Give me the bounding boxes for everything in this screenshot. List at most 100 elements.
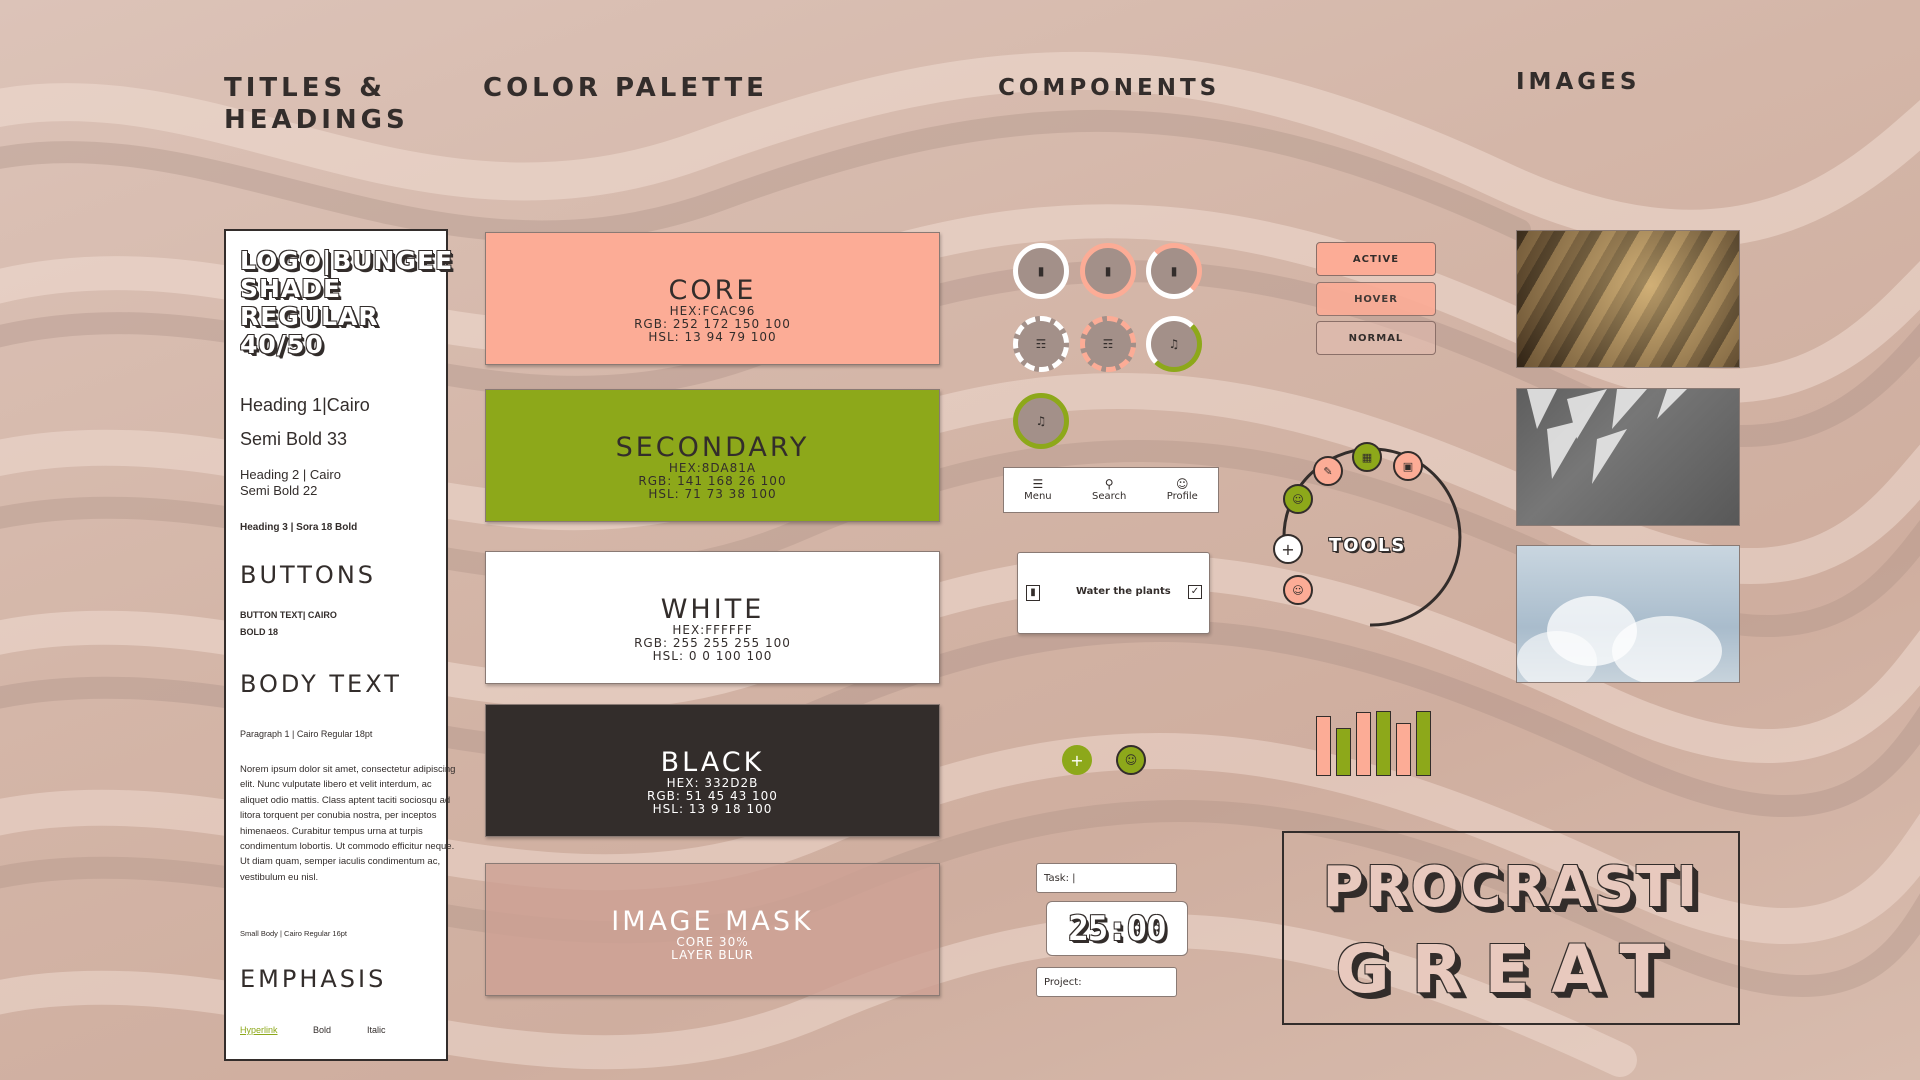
color-palette-title: COLOR PALETTE bbox=[483, 73, 768, 103]
swatch-rgb: RGB: 255 255 255 100 bbox=[634, 636, 791, 650]
button-text-sample: BUTTON TEXT| CAIRO bbox=[240, 610, 337, 620]
leaf-shadows bbox=[1527, 389, 1687, 484]
swatch-hex: HEX:8DA81A bbox=[668, 461, 757, 475]
todo-text: Water the plants bbox=[1076, 586, 1171, 597]
swatch-core: CORE HEX:FCAC96 RGB: 252 172 150 100 HSL… bbox=[485, 232, 940, 365]
typography-panel: LOGO|BUNGEE SHADE REGULAR 40/50 Heading … bbox=[224, 229, 455, 1061]
todo-card: ▮ Water the plants ✓ bbox=[1017, 552, 1210, 634]
swatch-hex: HEX: 332D2B bbox=[666, 776, 759, 790]
bookmark-icon[interactable]: ▮ bbox=[1026, 585, 1040, 601]
heading3-sample: Heading 3 | Sora 18 Bold bbox=[240, 522, 358, 533]
heading1-sample: Heading 1|Cairo bbox=[240, 395, 370, 415]
heading2-spec: Semi Bold 22 bbox=[240, 483, 318, 498]
book-icon: ☶ bbox=[1102, 337, 1114, 351]
smile-icon[interactable]: ☺ bbox=[1283, 484, 1313, 514]
bookmark-icon: ▮ bbox=[1037, 264, 1045, 278]
procrastigreat-logo-block: PROCRASTI GREAT bbox=[1282, 831, 1740, 1025]
paragraph-sample: Norem ipsum dolor sit amet, consectetur … bbox=[240, 764, 456, 883]
swatch-hex: HEX:FCAC96 bbox=[669, 304, 756, 318]
nav-label: Menu bbox=[1024, 491, 1052, 502]
calculator-icon[interactable]: ▦ bbox=[1352, 442, 1382, 472]
logo-line-1: PROCRASTI bbox=[1322, 855, 1700, 920]
nav-search[interactable]: ⚲ Search bbox=[1092, 477, 1127, 503]
golden-palm-image bbox=[1516, 230, 1740, 368]
book-ring-dashed-core[interactable]: ☶ bbox=[1080, 316, 1136, 372]
heading1-spec: Semi Bold 33 bbox=[240, 429, 348, 449]
mini-bar-graphic bbox=[1316, 710, 1436, 776]
logo-sample: LOGO|BUNGEE SHADE REGULAR 40/50 bbox=[240, 246, 454, 359]
mini-bar bbox=[1416, 711, 1431, 776]
bookmark-icon: ▮ bbox=[1104, 264, 1112, 278]
swatch-name: IMAGE MASK bbox=[611, 906, 814, 937]
normal-button[interactable]: NORMAL bbox=[1316, 321, 1436, 355]
swatch-name: SECONDARY bbox=[615, 432, 810, 463]
checkbox[interactable]: ✓ bbox=[1188, 585, 1202, 599]
emoji-fab[interactable]: ☺ bbox=[1116, 745, 1146, 775]
hyperlink-sample[interactable]: Hyperlink bbox=[240, 1025, 278, 1035]
book-icon: ☶ bbox=[1035, 337, 1047, 351]
bookmark-ring-core[interactable]: ▮ bbox=[1080, 243, 1136, 299]
image-icon[interactable]: ▣ bbox=[1393, 451, 1423, 481]
swatch-black: BLACK HEX: 332D2B RGB: 51 45 43 100 HSL:… bbox=[485, 704, 940, 837]
timer-display: 25:00 bbox=[1046, 901, 1188, 956]
timer-value: 25:00 bbox=[1068, 908, 1166, 949]
buttons-heading: BUTTONS bbox=[240, 561, 377, 589]
menu-icon: ☰ bbox=[1032, 477, 1044, 491]
button-text-spec: BOLD 18 bbox=[240, 627, 279, 637]
swatch-hsl: HSL: 0 0 100 100 bbox=[652, 649, 773, 663]
bell-icon: ♫ bbox=[1168, 337, 1180, 351]
smile-icon: ☺ bbox=[1124, 753, 1138, 767]
swatch-hex: HEX:FFFFFF bbox=[672, 623, 753, 637]
small-body-sample: Small Body | Cairo Regular 16pt bbox=[240, 929, 347, 938]
mini-bar bbox=[1316, 716, 1331, 776]
nav-profile[interactable]: ☺ Profile bbox=[1167, 477, 1198, 503]
face-icon[interactable]: ☺ bbox=[1283, 575, 1313, 605]
bookmark-ring-progress[interactable]: ▮ bbox=[1146, 243, 1202, 299]
mini-bar bbox=[1396, 723, 1411, 776]
swatch-rgb: RGB: 51 45 43 100 bbox=[647, 789, 778, 803]
tools-label: TOOLS bbox=[1329, 535, 1407, 556]
nav-label: Search bbox=[1092, 491, 1127, 502]
task-input[interactable]: Task: | bbox=[1036, 863, 1177, 893]
images-title: IMAGES bbox=[1516, 69, 1641, 95]
profile-icon: ☺ bbox=[1176, 477, 1189, 491]
components-title: COMPONENTS bbox=[998, 75, 1221, 101]
swatch-hsl: HSL: 71 73 38 100 bbox=[648, 487, 777, 501]
logo-line-2: GREAT bbox=[1335, 931, 1687, 1008]
bottom-nav-bar: ☰ Menu ⚲ Search ☺ Profile bbox=[1003, 467, 1219, 513]
swatch-name: CORE bbox=[668, 275, 757, 306]
add-fab[interactable]: + bbox=[1062, 745, 1092, 775]
shadow-leaves-image bbox=[1516, 388, 1740, 526]
swatch-rgb: RGB: 252 172 150 100 bbox=[634, 317, 791, 331]
titles-headings-title: TITLES & HEADINGS bbox=[224, 73, 409, 135]
mini-bar bbox=[1336, 728, 1351, 776]
swatch-hsl: HSL: 13 94 79 100 bbox=[648, 330, 777, 344]
heading2-sample: Heading 2 | Cairo bbox=[240, 467, 341, 482]
search-icon: ⚲ bbox=[1104, 477, 1114, 491]
add-icon: + bbox=[1070, 750, 1084, 770]
bell-ring-progress[interactable]: ♫ bbox=[1146, 316, 1202, 372]
swatch-rgb: LAYER BLUR bbox=[671, 948, 754, 962]
clouds-image bbox=[1516, 545, 1740, 683]
bookmark-icon: ▮ bbox=[1170, 264, 1178, 278]
add-icon[interactable]: + bbox=[1273, 534, 1303, 564]
pencil-icon[interactable]: ✎ bbox=[1313, 456, 1343, 486]
emphasis-heading: EMPHASIS bbox=[240, 965, 387, 993]
project-input[interactable]: Project: bbox=[1036, 967, 1177, 997]
swatch-white: WHITE HEX:FFFFFF RGB: 255 255 255 100 HS… bbox=[485, 551, 940, 684]
nav-menu[interactable]: ☰ Menu bbox=[1024, 477, 1052, 503]
swatch-image-mask: IMAGE MASK CORE 30% LAYER BLUR bbox=[485, 863, 940, 996]
bold-sample: Bold bbox=[313, 1025, 332, 1035]
swatch-hex: CORE 30% bbox=[676, 935, 749, 949]
swatch-hsl: HSL: 13 9 18 100 bbox=[652, 802, 773, 816]
book-ring-dashed-white[interactable]: ☶ bbox=[1013, 316, 1069, 372]
mini-bar bbox=[1376, 711, 1391, 776]
body-text-heading: BODY TEXT bbox=[240, 670, 402, 698]
bookmark-ring-white[interactable]: ▮ bbox=[1013, 243, 1069, 299]
tools-radial-ring bbox=[1282, 447, 1462, 627]
swatch-secondary: SECONDARY HEX:8DA81A RGB: 141 168 26 100… bbox=[485, 389, 940, 522]
bell-ring-secondary[interactable]: ♫ bbox=[1013, 393, 1069, 449]
mini-bar bbox=[1356, 712, 1371, 776]
hover-button[interactable]: HOVER bbox=[1316, 282, 1436, 316]
active-button[interactable]: ACTIVE bbox=[1316, 242, 1436, 276]
